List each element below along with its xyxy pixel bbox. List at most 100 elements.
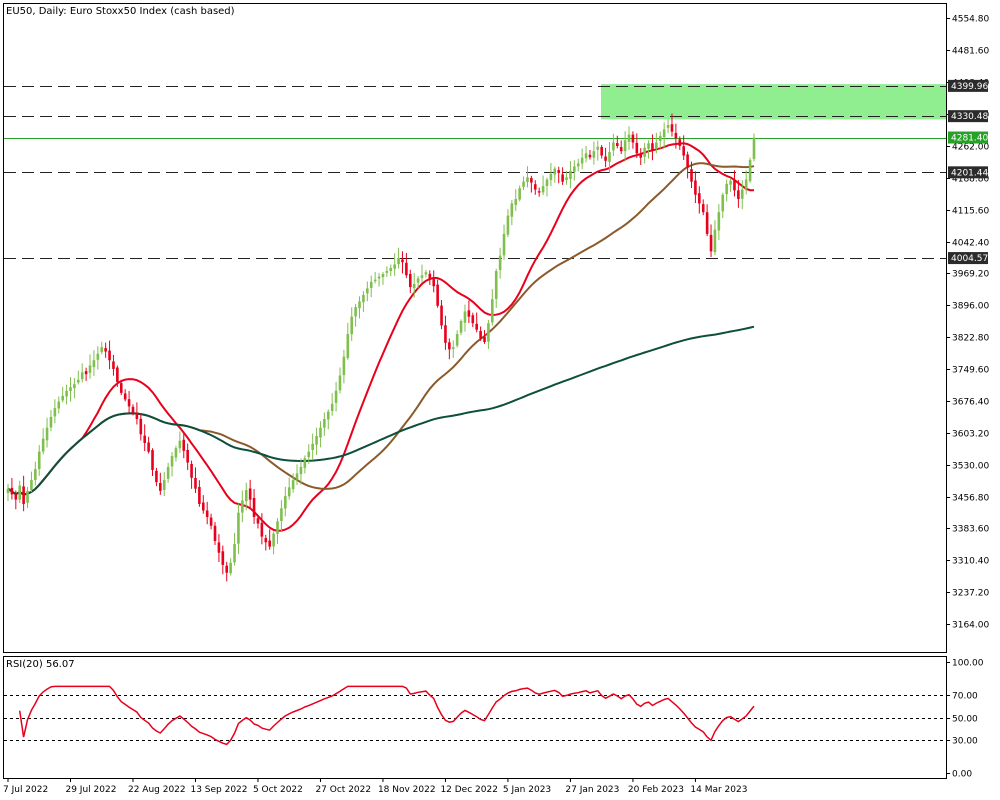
candle-body xyxy=(401,259,404,263)
x-tick-label: 5 Jan 2023 xyxy=(503,785,551,795)
candle-body xyxy=(690,169,693,182)
x-tick-label: 29 Jul 2022 xyxy=(65,785,116,795)
candle-body xyxy=(467,310,471,317)
candle-body xyxy=(455,334,459,346)
candle-body xyxy=(119,383,123,393)
candle-body xyxy=(268,540,271,547)
price-tick-label: 4188.80 xyxy=(952,175,989,185)
candle-body xyxy=(381,274,385,278)
candle-body xyxy=(205,510,209,517)
candle-body xyxy=(420,275,424,278)
level-label-box xyxy=(948,166,988,179)
candle-body xyxy=(631,134,635,143)
level-label-box xyxy=(948,110,988,123)
candle-body xyxy=(233,544,236,563)
x-tick-label: 18 Nov 2022 xyxy=(378,785,436,795)
candle-body xyxy=(686,154,689,168)
candle-body xyxy=(658,135,662,141)
candle-body xyxy=(530,178,533,183)
rsi-panel-frame xyxy=(3,656,947,779)
x-tick-label: 7 Jul 2022 xyxy=(3,785,48,795)
candle-body xyxy=(151,450,154,470)
candle-body xyxy=(580,157,584,164)
x-tick-label: 22 Aug 2022 xyxy=(128,785,186,795)
candle-body xyxy=(752,137,756,159)
candle-body xyxy=(573,166,576,172)
candle-body xyxy=(721,194,725,212)
candle-body xyxy=(80,372,84,380)
candle-body xyxy=(393,264,396,269)
candle-body xyxy=(682,146,685,156)
level-label-box xyxy=(948,252,988,265)
candle-body xyxy=(475,323,478,330)
candle-body xyxy=(45,427,49,441)
candle-body xyxy=(10,487,14,495)
x-tick-label: 14 Mar 2023 xyxy=(690,785,747,795)
candle-body xyxy=(323,419,326,428)
candle-body xyxy=(123,393,127,400)
candle-body xyxy=(424,272,428,275)
candle-body xyxy=(198,487,201,504)
candle-body xyxy=(748,159,752,182)
candle-body xyxy=(73,384,76,389)
candle-body xyxy=(100,347,104,353)
candle-body xyxy=(131,406,135,413)
rsi-layer xyxy=(4,685,946,746)
candle-body xyxy=(244,490,248,502)
candle-body xyxy=(280,508,283,522)
candle-body xyxy=(518,188,521,200)
candle-body xyxy=(615,143,619,146)
candle-body xyxy=(448,342,451,350)
candle-body xyxy=(612,142,615,151)
candle-body xyxy=(498,255,502,271)
candle-body xyxy=(662,129,666,138)
candle-body xyxy=(744,179,748,189)
candle-body xyxy=(299,466,303,475)
candle-body xyxy=(61,395,64,401)
candle-body xyxy=(369,281,373,288)
rsi-tick-label: 50.00 xyxy=(952,715,978,725)
candle-body xyxy=(651,143,654,151)
candle-body xyxy=(49,416,53,428)
candle-body xyxy=(272,533,275,547)
candle-body xyxy=(37,451,41,470)
price-tick-label: 3749.60 xyxy=(952,366,989,376)
candle-body xyxy=(608,152,611,162)
price-tick-label: 4262.00 xyxy=(952,143,989,153)
candle-body xyxy=(506,215,510,235)
candle-body xyxy=(346,334,350,359)
candle-body xyxy=(57,401,61,409)
candle-body xyxy=(112,361,115,369)
price-tick-label: 4115.60 xyxy=(952,207,989,217)
candle-body xyxy=(295,473,299,480)
price-tick-label: 3164.00 xyxy=(952,621,989,631)
x-tick-label: 27 Jan 2023 xyxy=(565,785,619,795)
candle-body xyxy=(397,257,400,265)
candle-body xyxy=(264,538,268,543)
candle-body xyxy=(342,356,346,376)
candle-body xyxy=(553,168,557,175)
candle-body xyxy=(108,350,111,361)
candle-body xyxy=(92,360,96,368)
candle-body xyxy=(225,565,229,573)
candle-body xyxy=(491,299,494,323)
candle-body xyxy=(84,371,88,375)
candle-body xyxy=(159,482,162,491)
candle-body xyxy=(619,147,623,152)
candle-body xyxy=(576,163,580,167)
candle-body xyxy=(701,204,705,213)
candle-body xyxy=(444,325,447,343)
candle-body xyxy=(596,146,600,150)
moving-averages-layer xyxy=(7,142,755,532)
candle-body xyxy=(694,180,697,195)
candle-body xyxy=(412,284,416,289)
candle-body xyxy=(166,466,170,479)
candle-body xyxy=(178,440,182,449)
candles-layer xyxy=(6,113,756,582)
candle-body xyxy=(569,170,572,179)
candle-body xyxy=(502,233,506,256)
price-tick-label: 3969.20 xyxy=(952,270,989,280)
price-tick-label: 3676.40 xyxy=(952,398,989,408)
rsi-line xyxy=(18,685,755,746)
candle-body xyxy=(30,479,33,490)
